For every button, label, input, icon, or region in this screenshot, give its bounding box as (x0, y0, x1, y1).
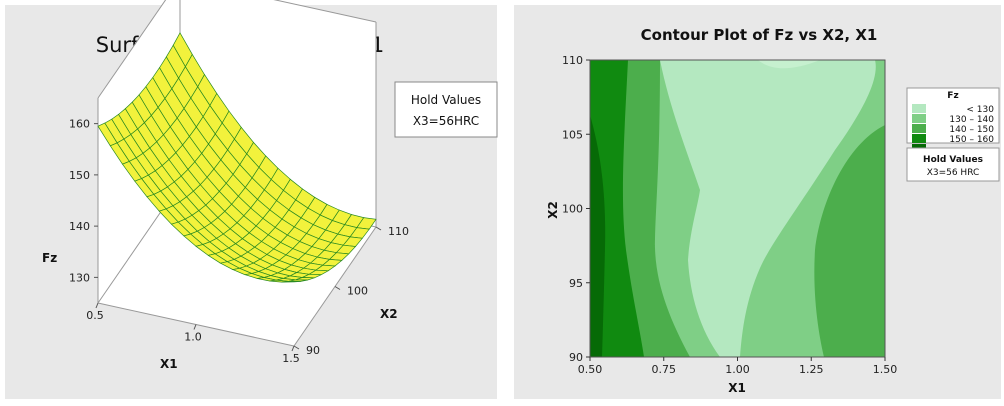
surface-x2-axis-label: X2 (380, 307, 398, 321)
contour-band-below-130 (660, 60, 876, 357)
contour-band-below-130-top (758, 60, 820, 69)
surface-x1-tick-label: 1.5 (282, 352, 300, 365)
contour-x1-axis-label: X1 (728, 381, 746, 395)
surface-cell (281, 281, 301, 283)
surface-z-tick-label: 150 (69, 169, 90, 182)
svg-text:X3=56HRC: X3=56HRC (413, 114, 479, 128)
surface-mesh (97, 32, 377, 283)
contour-band-above-160 (590, 115, 606, 357)
contour-x1-tick-label: 1.25 (799, 363, 824, 376)
legend-entry-label: 130 – 140 (949, 115, 994, 125)
svg-text:Hold Values: Hold Values (411, 93, 481, 107)
surface-x2-tick-label: 110 (388, 225, 409, 238)
legend-entry-label: 140 – 150 (949, 125, 994, 135)
svg-text:X3=56 HRC: X3=56 HRC (927, 168, 980, 178)
contour-x1-tick-label: 1.00 (725, 363, 750, 376)
surface-z-tick-label: 130 (69, 271, 90, 284)
surface-z-axis-label: Fz (42, 251, 57, 265)
contour-hold-values-box: Hold Values X3=56 HRC (906, 147, 1000, 182)
surface-x2-tick-label: 100 (347, 285, 368, 298)
contour-plot-area (589, 59, 886, 358)
svg-text:Hold Values: Hold Values (923, 155, 983, 165)
contour-ticks: 0.50 0.75 1.00 1.25 1.50 90 95 100 105 110 (562, 54, 897, 376)
contour-title: Contour Plot of Fz vs X2, X1 (641, 26, 878, 44)
surface-x1-tick-label: 1.0 (184, 331, 202, 344)
legend-swatch (912, 134, 926, 143)
contour-x2-axis-label: X2 (546, 201, 560, 219)
surface-x1-tick-label: 0.5 (86, 309, 104, 322)
svg-text:Fz: Fz (947, 91, 958, 101)
contour-x2-tick-label: 95 (569, 277, 583, 290)
contour-x2-tick-label: 90 (569, 351, 583, 364)
contour-x1-tick-label: 1.50 (873, 363, 898, 376)
surface-z-tick-label: 160 (69, 118, 90, 131)
surface-ticks: 130 140 150 160 0.5 1.0 1.5 90 100 110 (69, 118, 409, 365)
surface-z-tick-label: 140 (69, 220, 90, 233)
legend-entry-label: < 130 (966, 105, 994, 115)
legend-swatch (912, 114, 926, 123)
surface-x1-axis-label: X1 (160, 357, 178, 371)
contour-x2-tick-label: 100 (562, 203, 583, 216)
contour-x1-tick-label: 0.75 (652, 363, 677, 376)
legend-entry-label: 150 – 160 (949, 135, 994, 145)
legend-swatch (912, 104, 926, 113)
legend-swatch (912, 124, 926, 133)
contour-x1-tick-label: 0.50 (578, 363, 603, 376)
contour-x2-tick-label: 110 (562, 54, 583, 67)
surface-x2-tick-label: 90 (306, 344, 320, 357)
surface-hold-values-box: Hold Values X3=56HRC (394, 81, 498, 138)
legend-swatch (912, 144, 926, 149)
contour-x2-tick-label: 105 (562, 128, 583, 141)
